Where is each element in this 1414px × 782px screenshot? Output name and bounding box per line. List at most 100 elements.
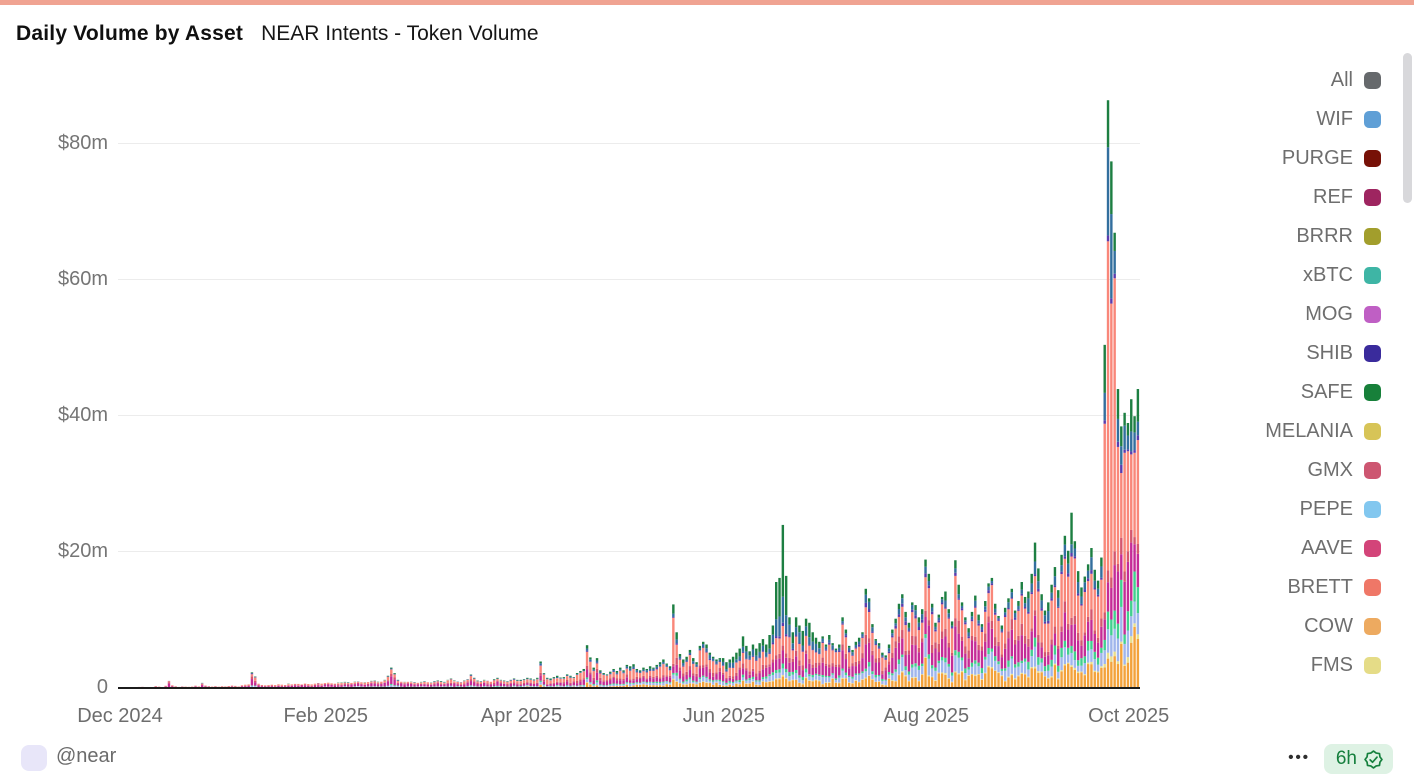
- bar-segment[interactable]: [419, 686, 423, 688]
- bar-segment[interactable]: [705, 666, 708, 677]
- bar-segment[interactable]: [848, 668, 851, 676]
- bar-segment[interactable]: [529, 679, 532, 683]
- bar-segment[interactable]: [960, 670, 964, 673]
- bar-segment[interactable]: [1030, 594, 1033, 629]
- bar-segment[interactable]: [652, 682, 655, 683]
- bar-segment[interactable]: [283, 686, 287, 688]
- bar-segment[interactable]: [765, 667, 768, 677]
- bar-segment[interactable]: [1063, 544, 1067, 557]
- bar-segment[interactable]: [821, 684, 824, 688]
- bar-segment[interactable]: [200, 683, 204, 685]
- bar-segment[interactable]: [814, 679, 818, 681]
- bar-segment[interactable]: [755, 681, 758, 685]
- bar-segment[interactable]: [559, 685, 562, 687]
- bar-segment[interactable]: [1080, 587, 1083, 597]
- bar-segment[interactable]: [353, 683, 357, 685]
- bar-segment[interactable]: [512, 678, 516, 679]
- bar-segment[interactable]: [984, 656, 987, 660]
- bar-segment[interactable]: [987, 593, 990, 617]
- bar-segment[interactable]: [1096, 657, 1100, 665]
- bar-segment[interactable]: [977, 623, 980, 626]
- bar-segment[interactable]: [721, 665, 725, 666]
- bar-segment[interactable]: [741, 674, 745, 678]
- bar-segment[interactable]: [1100, 666, 1103, 668]
- bar-segment[interactable]: [1096, 672, 1100, 688]
- bar-segment[interactable]: [1103, 639, 1106, 651]
- bar-segment[interactable]: [1030, 631, 1033, 650]
- bar-segment[interactable]: [595, 680, 599, 683]
- bar-segment[interactable]: [648, 670, 652, 676]
- bar-segment[interactable]: [1053, 663, 1057, 666]
- bar-segment[interactable]: [506, 682, 509, 684]
- bar-segment[interactable]: [692, 673, 695, 676]
- bar-segment[interactable]: [811, 677, 814, 681]
- bar-segment[interactable]: [317, 684, 320, 686]
- bar-segment[interactable]: [529, 683, 532, 686]
- bar-segment[interactable]: [1030, 573, 1033, 584]
- bar-segment[interactable]: [801, 650, 804, 652]
- bar-segment[interactable]: [410, 684, 413, 687]
- bar-segment[interactable]: [599, 680, 602, 685]
- bar-segment[interactable]: [1047, 620, 1050, 624]
- bar-segment[interactable]: [396, 681, 400, 683]
- bar-segment[interactable]: [682, 681, 685, 683]
- bar-segment[interactable]: [1003, 612, 1007, 616]
- bar-segment[interactable]: [967, 650, 970, 659]
- bar-segment[interactable]: [725, 685, 728, 688]
- bar-segment[interactable]: [735, 672, 738, 677]
- bar-segment[interactable]: [851, 654, 854, 656]
- bar-segment[interactable]: [718, 659, 722, 662]
- bar-segment[interactable]: [947, 609, 950, 614]
- bar-segment[interactable]: [652, 670, 655, 677]
- bar-segment[interactable]: [589, 682, 592, 683]
- bar-segment[interactable]: [874, 674, 877, 678]
- bar-segment[interactable]: [1083, 663, 1087, 675]
- bar-segment[interactable]: [824, 663, 828, 666]
- bar-segment[interactable]: [529, 679, 532, 680]
- bar-segment[interactable]: [1113, 656, 1116, 688]
- bar-segment[interactable]: [682, 673, 685, 677]
- bar-segment[interactable]: [851, 655, 854, 664]
- bar-segment[interactable]: [980, 678, 984, 680]
- bar-segment[interactable]: [688, 649, 692, 653]
- bar-segment[interactable]: [874, 677, 877, 682]
- bar-segment[interactable]: [1027, 638, 1030, 647]
- bar-segment[interactable]: [1070, 665, 1073, 667]
- bar-segment[interactable]: [1120, 579, 1123, 607]
- bar-segment[interactable]: [907, 622, 911, 628]
- bar-segment[interactable]: [994, 637, 997, 646]
- bar-segment[interactable]: [512, 685, 516, 687]
- bar-segment[interactable]: [605, 685, 609, 687]
- bar-segment[interactable]: [798, 683, 801, 688]
- bar-segment[interactable]: [632, 682, 635, 684]
- bar-segment[interactable]: [1013, 619, 1017, 640]
- bar-segment[interactable]: [841, 644, 844, 651]
- bar-segment[interactable]: [814, 662, 818, 668]
- bar-segment[interactable]: [834, 651, 838, 653]
- bar-segment[interactable]: [784, 672, 788, 678]
- bar-segment[interactable]: [871, 632, 874, 651]
- bar-segment[interactable]: [891, 633, 894, 636]
- bar-segment[interactable]: [1076, 665, 1080, 672]
- bar-segment[interactable]: [741, 680, 745, 688]
- bar-segment[interactable]: [672, 678, 675, 680]
- bar-segment[interactable]: [960, 660, 964, 671]
- bar-segment[interactable]: [1126, 657, 1130, 663]
- bar-segment[interactable]: [854, 680, 858, 688]
- bar-segment[interactable]: [844, 675, 848, 679]
- bar-segment[interactable]: [300, 684, 303, 685]
- bar-segment[interactable]: [672, 604, 675, 614]
- bar-segment[interactable]: [393, 679, 396, 686]
- bar-segment[interactable]: [343, 683, 347, 685]
- bar-segment[interactable]: [675, 643, 678, 645]
- bar-segment[interactable]: [924, 634, 927, 638]
- bar-segment[interactable]: [964, 668, 967, 673]
- bar-segment[interactable]: [509, 680, 512, 683]
- bar-segment[interactable]: [632, 669, 635, 679]
- bar-segment[interactable]: [1100, 557, 1103, 567]
- bar-segment[interactable]: [652, 667, 655, 669]
- bar-segment[interactable]: [1063, 640, 1067, 648]
- bar-segment[interactable]: [738, 661, 741, 668]
- bar-segment[interactable]: [944, 636, 947, 658]
- bar-segment[interactable]: [642, 675, 645, 678]
